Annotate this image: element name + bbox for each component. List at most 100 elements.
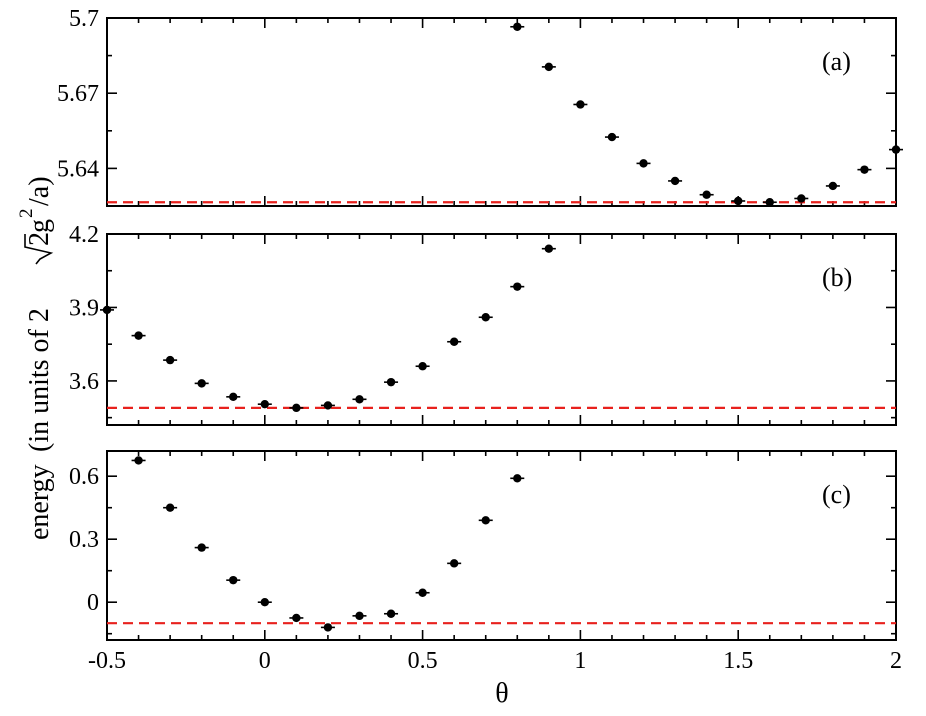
point-marker — [134, 456, 143, 465]
data-point — [131, 456, 146, 465]
point-marker — [544, 244, 554, 253]
data-point — [163, 355, 178, 365]
point-marker — [513, 22, 522, 31]
y-tick-label: 5.7 — [69, 6, 99, 32]
point-marker — [639, 159, 648, 168]
y-tick-label: 0 — [87, 590, 99, 616]
data-point — [384, 377, 399, 387]
point-marker — [355, 395, 364, 404]
point-marker — [481, 516, 490, 525]
y-tick-label: 0.3 — [69, 527, 99, 553]
y-axis-title-prefix: energy — [24, 464, 55, 540]
data-point — [352, 395, 367, 404]
point-marker — [765, 198, 774, 207]
data-point — [668, 176, 683, 186]
point-marker — [134, 331, 143, 340]
point-marker — [513, 282, 522, 291]
panel-label: (c) — [822, 480, 851, 509]
data-point — [320, 623, 335, 632]
data-point — [541, 244, 556, 253]
data-point — [825, 181, 840, 191]
data-point — [289, 613, 304, 623]
data-point — [257, 399, 272, 409]
plot-frame — [106, 450, 897, 641]
data-point — [320, 401, 335, 410]
panel-label: (b) — [822, 263, 852, 292]
point-marker — [260, 598, 269, 607]
data-point — [604, 132, 619, 142]
data-point — [541, 62, 556, 72]
x-tick-label: 0 — [259, 648, 271, 674]
y-axis-title-root: 2 — [24, 232, 55, 246]
data-point — [794, 194, 809, 203]
point-marker — [481, 313, 490, 322]
data-point — [762, 198, 777, 207]
panels: 5.64 5.67 5.7 (a) 3.6 3.9 4.2 (b) 0 0.3 0.6 -0.5 0 0.… — [57, 6, 903, 674]
point-marker — [797, 194, 806, 203]
point-marker — [449, 559, 459, 568]
point-marker — [418, 362, 427, 371]
data-point — [226, 392, 241, 402]
data-point — [636, 159, 651, 168]
data-point — [352, 611, 367, 621]
data-point — [257, 598, 272, 607]
plot-frame — [106, 233, 897, 426]
data-point — [415, 362, 430, 371]
panel-3: 0 0.3 0.6 -0.5 0 0.5 1 1.5 2 (c) — [69, 450, 902, 674]
y-tick-label: 5.67 — [57, 81, 99, 107]
data-point — [384, 609, 399, 618]
x-tick-label: 1 — [574, 648, 586, 674]
panel-2: 3.6 3.9 4.2 (b) — [69, 222, 897, 426]
y-axis-title: energy (in units of 2 2 g 2 /a) — [16, 176, 55, 540]
panel-label: (a) — [822, 47, 851, 76]
point-marker — [102, 305, 112, 315]
point-marker — [386, 377, 396, 387]
sqrt-radical — [24, 234, 54, 265]
data-point — [573, 100, 588, 109]
point-marker — [607, 132, 617, 142]
y-tick-label: 0.6 — [69, 464, 99, 490]
data-point — [447, 559, 462, 568]
point-marker — [670, 176, 680, 186]
point-marker — [292, 613, 301, 623]
point-marker — [449, 337, 459, 346]
data-point — [194, 543, 209, 552]
y-axis-title-middle: (in units of 2 — [24, 308, 55, 452]
y-axis-title-g: g — [24, 219, 55, 233]
data-point — [163, 503, 178, 512]
data-point — [226, 575, 241, 585]
x-tick-label: 1.5 — [723, 648, 753, 674]
point-marker — [229, 392, 238, 402]
data-point — [415, 588, 430, 597]
data-point — [447, 337, 462, 346]
point-marker — [292, 403, 301, 413]
data-point — [699, 190, 714, 199]
data-point — [194, 379, 209, 388]
point-marker — [576, 100, 585, 109]
point-marker — [828, 181, 838, 191]
y-tick-label: 4.2 — [69, 222, 99, 248]
point-marker — [229, 575, 238, 585]
y-axis-title-suffix: /a) — [24, 176, 55, 206]
data-point — [857, 165, 872, 174]
point-marker — [891, 145, 901, 154]
data-point — [731, 196, 746, 206]
point-marker — [734, 196, 743, 206]
point-marker — [355, 611, 364, 621]
x-tick-label: 0.5 — [408, 648, 438, 674]
plot-frame — [106, 17, 897, 207]
point-marker — [513, 474, 522, 483]
y-tick-label: 3.9 — [69, 295, 99, 321]
data-point — [510, 282, 525, 291]
data-point — [478, 516, 493, 525]
x-tick-label: -0.5 — [88, 648, 126, 674]
point-marker — [544, 62, 554, 72]
point-marker — [197, 379, 206, 388]
point-marker — [386, 609, 396, 618]
data-point — [289, 403, 304, 413]
point-marker — [702, 190, 711, 199]
panel-1: 5.64 5.67 5.7 (a) — [57, 6, 903, 207]
y-tick-label: 3.6 — [69, 369, 99, 395]
data-point — [100, 305, 114, 315]
